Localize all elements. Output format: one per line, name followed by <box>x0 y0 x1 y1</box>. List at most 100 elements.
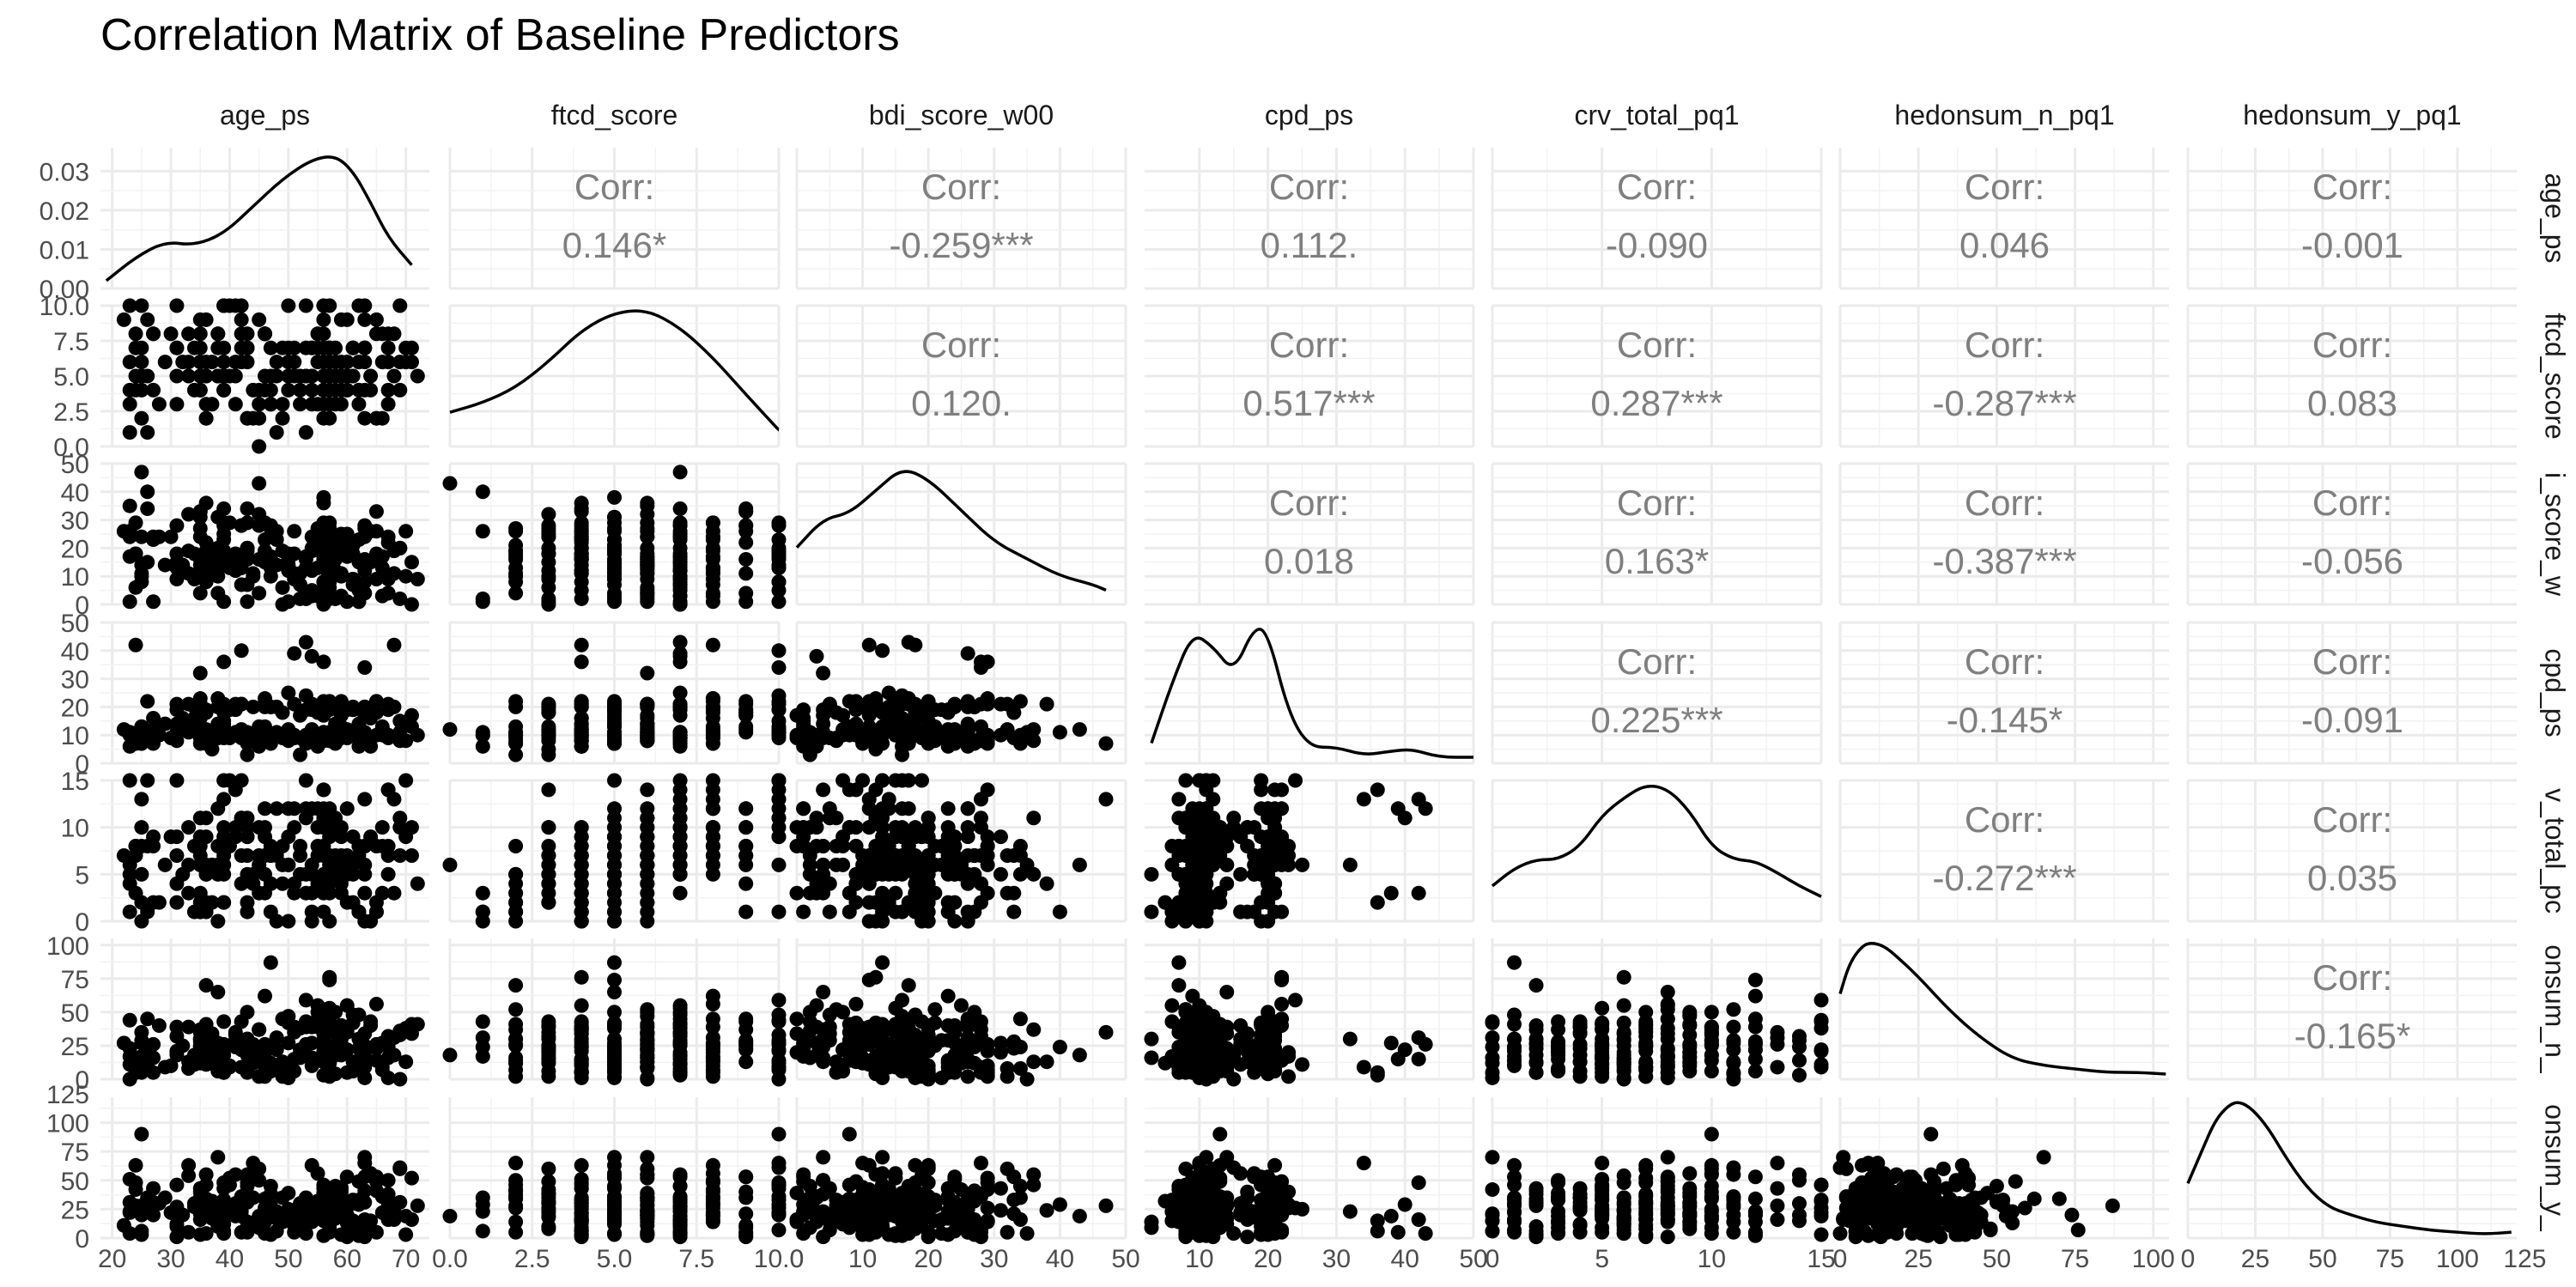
scatter-point <box>169 368 185 384</box>
scatter-point <box>960 904 975 920</box>
scatter-point <box>789 820 805 835</box>
scatter-point <box>333 355 349 370</box>
scatter-point <box>738 707 754 723</box>
scatter-point <box>1247 1065 1262 1080</box>
scatter-point <box>1052 904 1067 920</box>
scatter-point <box>210 549 226 564</box>
scatter-point <box>404 1211 419 1227</box>
scatter-point <box>339 801 355 817</box>
scatter-point <box>351 1031 367 1047</box>
scatter-point <box>122 498 137 513</box>
scatter-point <box>508 1224 524 1240</box>
scatter-point <box>607 577 622 592</box>
scatter-point <box>855 699 871 714</box>
scatter-point <box>1390 1052 1406 1067</box>
scatter-point <box>304 368 319 384</box>
scatter-point <box>607 594 622 610</box>
scatter-point <box>216 1014 232 1029</box>
scatter-point <box>789 1211 805 1227</box>
scatter-point <box>947 1065 963 1080</box>
scatter-point <box>1814 1012 1829 1028</box>
scatter-point <box>738 876 754 891</box>
scatter-point <box>116 312 131 327</box>
scatter-point <box>973 810 988 826</box>
scatter-point <box>252 382 267 398</box>
scatter-point <box>738 501 754 516</box>
scatter-point <box>216 382 232 398</box>
scatter-point <box>920 1065 936 1080</box>
scatter-point <box>140 425 155 440</box>
scatter-point <box>351 1174 367 1189</box>
scatter-point <box>134 355 149 370</box>
scatter-point <box>927 702 943 718</box>
scatter-point <box>134 1033 149 1048</box>
scatter-point <box>192 857 208 872</box>
scatter-point <box>1247 1053 1262 1068</box>
scatter-point <box>640 540 655 555</box>
scatter-point <box>940 1189 956 1205</box>
scatter-point <box>960 1052 975 1067</box>
scatter-point <box>940 988 956 1004</box>
scatter-point <box>1185 988 1200 1004</box>
scatter-point <box>228 397 243 412</box>
scatter-point <box>574 1177 589 1193</box>
scatter-point <box>705 1064 720 1079</box>
scatter-point <box>442 722 458 738</box>
scatter-point <box>829 839 844 854</box>
scatter-point <box>967 847 982 863</box>
scatter-point <box>541 518 556 533</box>
scatter-point <box>1704 1053 1719 1068</box>
scatter-point <box>1012 694 1028 709</box>
scatter-point <box>269 355 284 370</box>
scatter-point <box>980 691 995 707</box>
scatter-point <box>351 847 367 863</box>
scatter-point <box>927 1002 943 1017</box>
scatter-point <box>293 382 308 398</box>
scatter-point <box>169 696 185 712</box>
scatter-point <box>1212 839 1228 854</box>
scatter-point <box>398 524 414 539</box>
density-curve-age_ps <box>105 155 413 282</box>
scatter-point <box>574 885 589 901</box>
scatter-point <box>134 1223 149 1239</box>
scatter-point <box>310 326 325 342</box>
scatter-point <box>1616 1071 1631 1087</box>
scatter-point <box>345 1007 361 1023</box>
scatter-point <box>1254 857 1269 872</box>
scatter-point <box>705 1184 720 1199</box>
scatter-point <box>640 810 655 826</box>
scatter-point <box>574 1065 589 1080</box>
scatter-point <box>1528 1031 1544 1047</box>
scatter-point <box>875 773 890 788</box>
scatter-point <box>574 515 589 531</box>
scatter-point <box>1164 1014 1180 1029</box>
scatter-point <box>186 711 202 726</box>
scatter-point <box>1274 997 1290 1012</box>
scatter-point <box>475 1223 490 1239</box>
scatter-point <box>508 1031 524 1047</box>
scatter-point <box>240 1167 255 1182</box>
scatter-point <box>771 857 787 872</box>
scatter-point <box>357 382 373 398</box>
scatter-point <box>1704 1064 1719 1079</box>
scatter-point <box>333 820 349 835</box>
scatter-point <box>1019 725 1035 740</box>
scatter-point <box>128 1198 143 1213</box>
scatter-point <box>304 914 319 929</box>
scatter-point <box>192 1031 208 1047</box>
scatter-point <box>368 1224 384 1240</box>
scatter-point <box>281 1186 296 1201</box>
scatter-point <box>287 546 302 562</box>
scatter-point <box>1660 984 1675 999</box>
scatter-point <box>738 801 754 817</box>
scatter-point <box>252 738 267 754</box>
scatter-point <box>475 904 490 920</box>
scatter-point <box>363 368 379 384</box>
scatter-point <box>198 368 214 384</box>
scatter-point <box>1178 885 1194 901</box>
scatter-point <box>1039 1054 1054 1070</box>
scatter-point <box>368 1053 384 1068</box>
scatter-point <box>1281 847 1297 863</box>
scatter-point <box>475 484 490 500</box>
scatter-point <box>1616 998 1631 1013</box>
